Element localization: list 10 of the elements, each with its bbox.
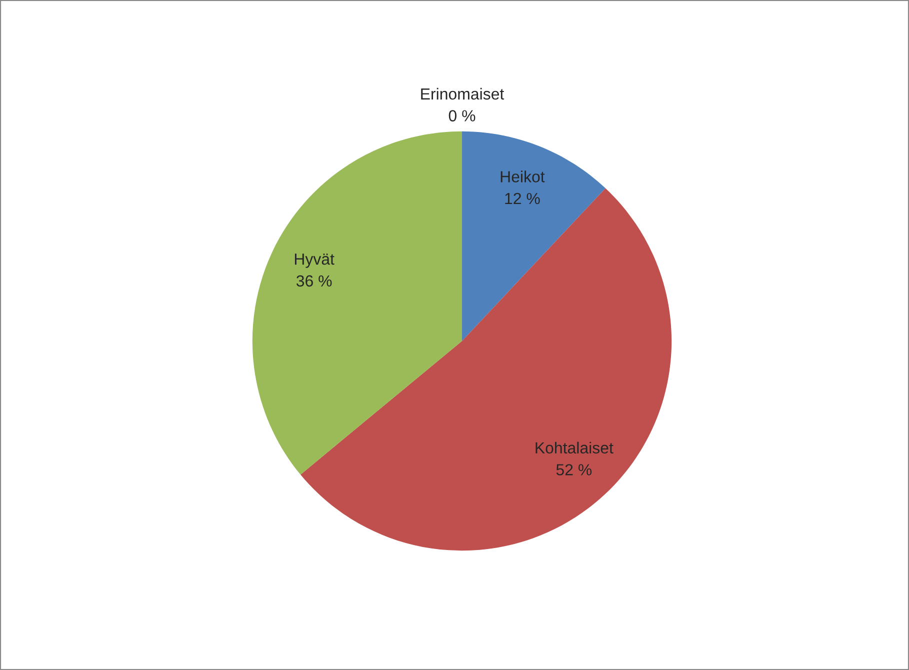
data-label: 52 % [556, 464, 592, 476]
pie-slice [462, 131, 606, 341]
category-label: Erinomaiset [421, 88, 504, 100]
text: 0 % [448, 110, 476, 122]
slice-label: Kohtalaiset [536, 442, 614, 454]
slice-label: Heikot [500, 170, 545, 182]
slice-label: Hyvät [294, 254, 334, 268]
data-label: 36 % [296, 275, 332, 287]
data-label: 12 % [505, 192, 540, 204]
pie-slice [252, 131, 462, 475]
